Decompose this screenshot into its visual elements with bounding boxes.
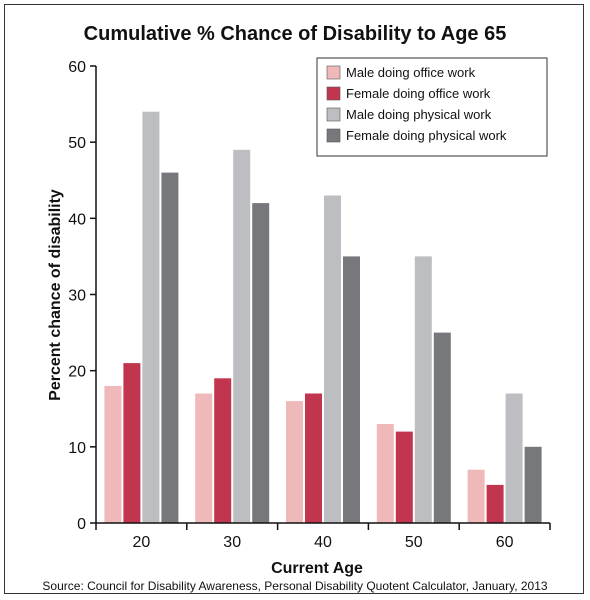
- y-tick-label: 30: [68, 288, 86, 305]
- x-tick-label: 50: [405, 534, 423, 551]
- y-tick-label: 20: [68, 364, 86, 381]
- bar: [343, 256, 360, 523]
- legend-swatch: [326, 107, 341, 122]
- bar: [305, 393, 322, 523]
- legend: Male doing office work Female doing offic…: [316, 57, 548, 157]
- legend-label: Female doing physical work: [346, 128, 507, 143]
- y-tick-label: 40: [68, 211, 86, 228]
- legend-label: Male doing physical work: [346, 107, 492, 122]
- legend-swatch: [326, 128, 341, 143]
- legend-swatch: [326, 86, 341, 101]
- bar: [161, 172, 179, 523]
- legend-label: Female doing office work: [346, 86, 491, 101]
- legend-box: [316, 57, 548, 157]
- y-tick-label: 50: [68, 135, 86, 152]
- x-tick-label: 60: [496, 534, 514, 551]
- bar: [142, 111, 160, 523]
- bar: [214, 378, 232, 523]
- bar: [123, 363, 141, 523]
- bar: [524, 446, 542, 523]
- bar: [104, 385, 122, 523]
- bar: [505, 393, 523, 523]
- bar: [286, 401, 303, 523]
- y-tick-label: 0: [77, 516, 86, 533]
- x-axis-label: Current Age: [271, 560, 363, 577]
- bar: [486, 484, 504, 523]
- bar: [195, 393, 213, 523]
- x-tick-label: 30: [223, 534, 241, 551]
- bar: [324, 195, 341, 523]
- legend-label: Male doing office work: [346, 65, 476, 80]
- x-tick-label: 40: [314, 534, 332, 551]
- legend-swatch: [326, 65, 341, 80]
- y-tick-label: 10: [68, 440, 86, 457]
- x-tick-label: 20: [133, 534, 151, 551]
- y-tick-label: 60: [68, 59, 86, 76]
- bar: [233, 149, 251, 524]
- y-axis-label: Percent chance of disability: [47, 189, 64, 401]
- bar: [467, 469, 485, 523]
- bar: [433, 332, 451, 523]
- bar: [414, 256, 432, 523]
- bar: [252, 203, 270, 523]
- chart-title: Cumulative % Chance of Disability to Age…: [84, 23, 507, 45]
- plot-area: 0 10 20 30 40 50 60 20 30 40 50 60: [68, 59, 551, 551]
- bar: [376, 424, 394, 523]
- bar: [395, 431, 413, 523]
- source-note: Source: Council for Disability Awareness…: [42, 579, 547, 593]
